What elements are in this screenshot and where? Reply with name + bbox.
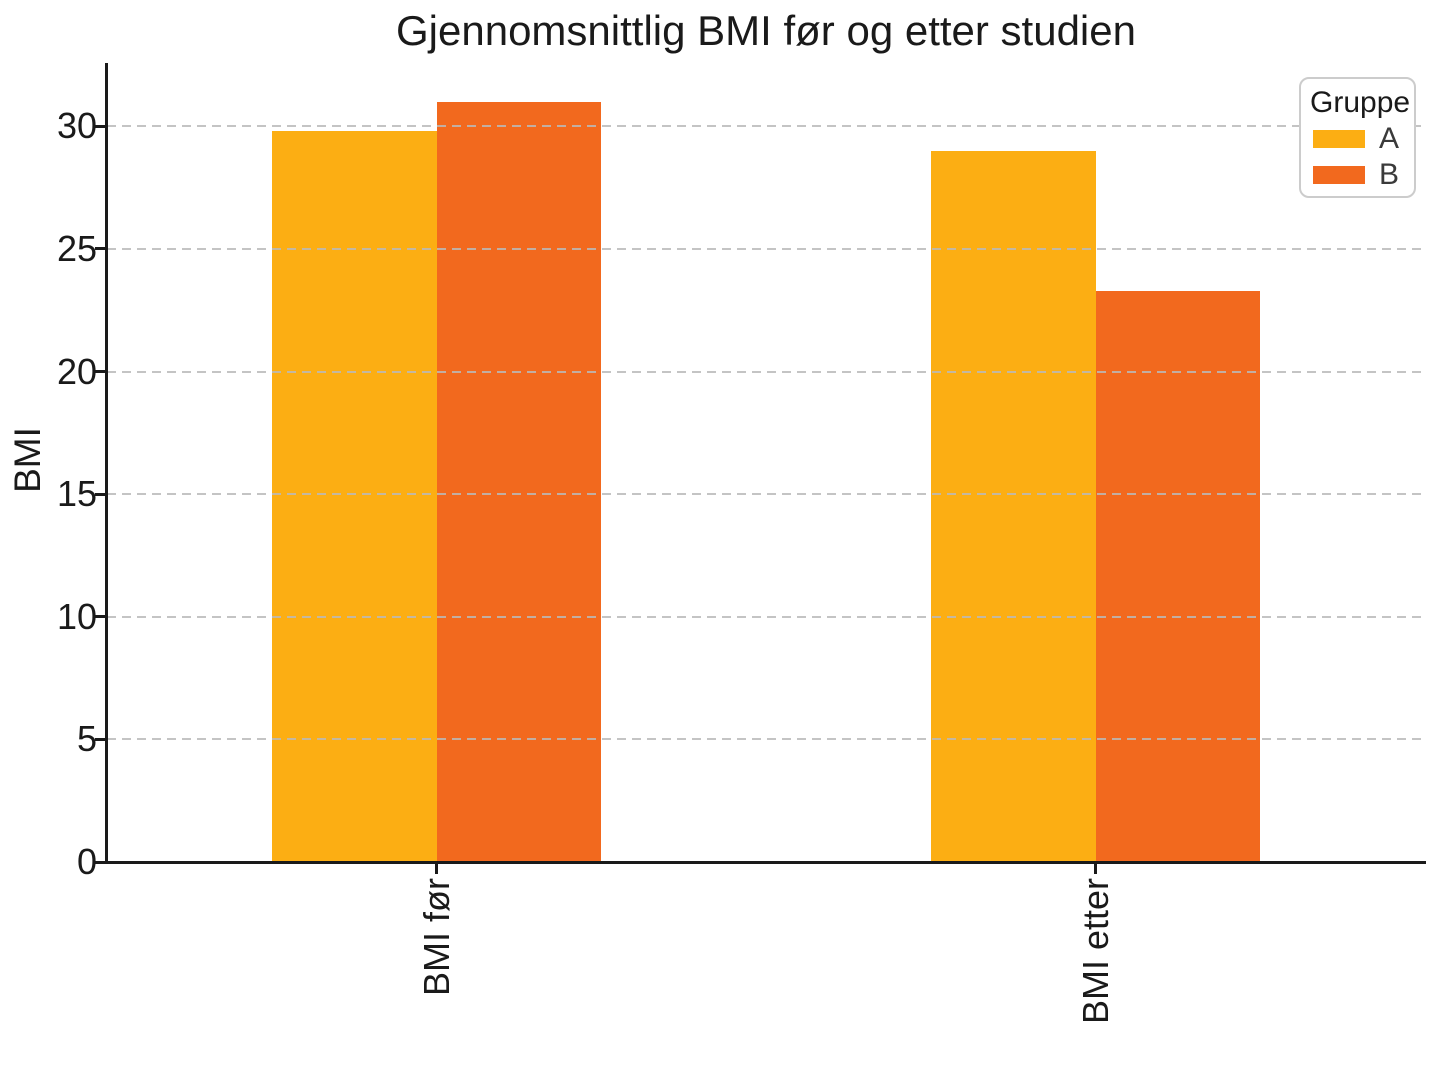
legend-row-b: B	[1310, 157, 1405, 193]
y-tick-mark-20	[95, 370, 107, 374]
y-tick-mark-30	[95, 124, 107, 128]
legend-row-a: A	[1310, 121, 1405, 157]
legend-swatch-b	[1313, 166, 1365, 184]
bar-b-1	[1095, 290, 1261, 862]
x-tick-label-0: BMI før	[415, 878, 457, 996]
y-axis-spine	[105, 63, 108, 863]
y-tick-label-15: 15	[56, 473, 97, 515]
y-tick-label-5: 5	[76, 718, 97, 760]
chart-title: Gjennomsnittlig BMI før og etter studien	[396, 7, 1136, 54]
x-tick-label-1: BMI etter	[1074, 878, 1116, 1025]
gridline-25	[107, 247, 1421, 250]
y-tick-mark-10	[95, 615, 107, 619]
gridline-10	[107, 615, 1421, 618]
y-tick-mark-5	[95, 737, 107, 741]
x-tick-mark-1	[1094, 864, 1097, 874]
y-tick-label-0: 0	[76, 841, 97, 882]
y-tick-mark-15	[95, 492, 107, 496]
bar-a-1	[930, 150, 1096, 862]
x-tick-mark-0	[435, 864, 438, 874]
y-tick-label-25: 25	[56, 227, 97, 269]
legend-title: Gruppe	[1310, 86, 1411, 119]
legend-swatch-a	[1313, 130, 1365, 148]
legend-label-a: A	[1378, 122, 1399, 155]
y-tick-label-10: 10	[56, 595, 97, 637]
y-tick-mark-0	[95, 860, 107, 864]
gridline-30	[107, 125, 1421, 128]
y-tick-label-20: 20	[56, 350, 97, 392]
y-tick-mark-25	[95, 247, 107, 251]
gridline-20	[107, 370, 1421, 373]
y-tick-label-30: 30	[56, 105, 97, 147]
gridline-5	[107, 738, 1421, 741]
bar-a-0	[271, 131, 437, 862]
legend-label-b: B	[1378, 158, 1399, 191]
bar-b-0	[436, 101, 602, 862]
gridline-15	[107, 493, 1421, 496]
x-axis-spine	[105, 861, 1426, 864]
